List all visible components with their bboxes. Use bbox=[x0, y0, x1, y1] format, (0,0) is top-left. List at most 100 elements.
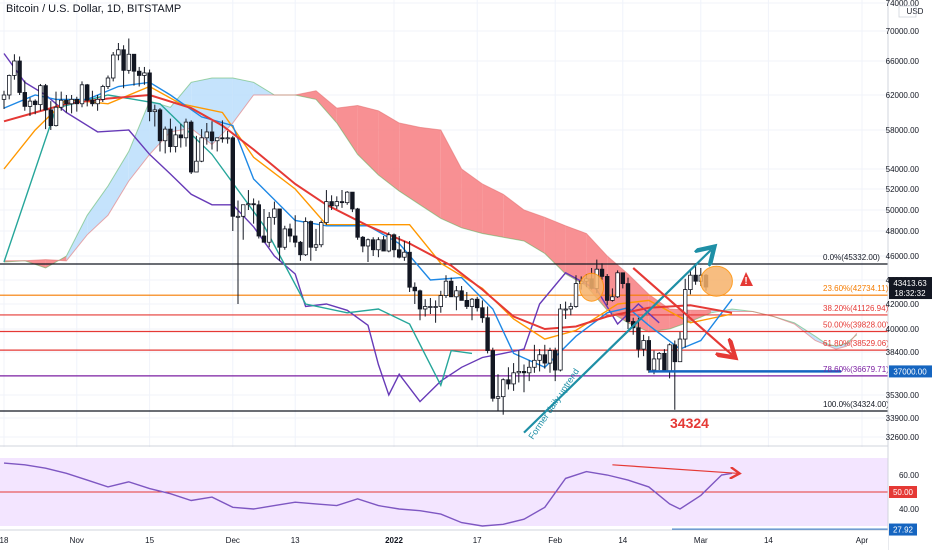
cloud-segment bbox=[503, 194, 524, 241]
cloud-segment bbox=[565, 225, 587, 286]
candle-body bbox=[53, 106, 59, 127]
candle-body bbox=[610, 296, 615, 301]
candle-body bbox=[38, 85, 43, 106]
fib-label: 50.00%(39828.00) bbox=[823, 320, 889, 329]
cloud-segment bbox=[108, 151, 129, 216]
candle-body bbox=[563, 308, 568, 311]
time-axis[interactable]: 18 Nov 15 Dec 13 2022 17 Feb 14 Mar 14 Apr bbox=[0, 529, 888, 550]
candle-body bbox=[199, 137, 204, 162]
candle-body bbox=[422, 306, 428, 310]
senkou-b-line bbox=[4, 90, 858, 350]
price-axis[interactable]: 74000.00 70000.00 66000.00 62000.00 58000.00… bbox=[886, 0, 932, 550]
candle-body bbox=[277, 208, 282, 248]
rsi-tick-label: 40.00 bbox=[899, 505, 920, 514]
candle-body bbox=[261, 235, 267, 243]
candle-body bbox=[168, 128, 173, 147]
fib-label: 0.0%(45332.00) bbox=[823, 253, 880, 262]
candle-body bbox=[142, 72, 147, 76]
time-tick-label: Feb bbox=[548, 536, 562, 545]
candle-body bbox=[266, 216, 272, 243]
candle-body bbox=[183, 121, 189, 139]
candle-body bbox=[625, 283, 631, 322]
cloud-segment bbox=[690, 310, 712, 322]
candle-body bbox=[527, 366, 532, 374]
price-tick-label: 58000.00 bbox=[886, 126, 920, 135]
indicator-lines bbox=[3, 53, 733, 403]
candle-body bbox=[147, 72, 152, 113]
candle-body bbox=[292, 235, 298, 243]
candle-body bbox=[22, 92, 27, 107]
cloud-segment bbox=[87, 186, 108, 235]
candle-body bbox=[272, 208, 277, 218]
candle-body bbox=[178, 134, 183, 139]
candle-body bbox=[256, 204, 261, 237]
candle-body bbox=[116, 49, 121, 56]
candle-body bbox=[303, 221, 308, 256]
candle-body bbox=[350, 191, 355, 210]
candle-body bbox=[667, 344, 672, 372]
candle-body bbox=[641, 340, 646, 350]
candle-body bbox=[74, 98, 79, 105]
price-tick-label: 70000.00 bbox=[886, 27, 920, 36]
rsi-current-tag bbox=[889, 523, 917, 536]
candle-body bbox=[298, 241, 303, 256]
cloud-segment bbox=[836, 343, 847, 350]
candle-body bbox=[615, 272, 620, 298]
candle-body bbox=[251, 203, 256, 206]
candle-body bbox=[214, 137, 220, 142]
time-tick-label: Apr bbox=[856, 536, 869, 545]
candle-body bbox=[620, 272, 625, 284]
candle-body bbox=[173, 134, 178, 147]
time-tick-label: 14 bbox=[764, 536, 773, 545]
candle-body bbox=[480, 307, 485, 319]
axis-background bbox=[888, 0, 932, 550]
candle-body bbox=[1, 94, 7, 100]
fibonacci-levels[interactable] bbox=[0, 263, 888, 412]
fib-label: 38.20%(41126.94) bbox=[823, 304, 889, 313]
candle-body bbox=[324, 201, 329, 224]
cloud-segment bbox=[628, 274, 649, 332]
candle-body bbox=[376, 239, 381, 251]
time-tick-label: 13 bbox=[291, 536, 300, 545]
candle-body bbox=[636, 327, 641, 350]
low-price-label: 34324 bbox=[670, 415, 709, 431]
cloud-segment bbox=[316, 90, 337, 123]
candle-body bbox=[12, 60, 17, 76]
candle-body bbox=[573, 283, 579, 307]
candle-body bbox=[121, 49, 126, 71]
candle-body bbox=[188, 121, 194, 173]
current-price-tag bbox=[889, 277, 932, 300]
time-tick-label: 17 bbox=[473, 536, 482, 545]
candle-body bbox=[428, 306, 433, 308]
candle-body bbox=[568, 306, 573, 310]
candle-body bbox=[220, 137, 225, 140]
warning-mark: ! bbox=[744, 276, 747, 287]
trend-drawings[interactable]: ! 34324 Former daily uptrend bbox=[523, 250, 842, 441]
cloud-segment bbox=[232, 78, 254, 123]
candle-body bbox=[532, 359, 537, 368]
candle-body bbox=[651, 358, 657, 371]
candle-body bbox=[454, 290, 459, 298]
price-tick-label: 50000.00 bbox=[886, 206, 920, 215]
candle-body bbox=[79, 84, 85, 105]
ema-line bbox=[3, 93, 733, 331]
candle-body bbox=[448, 280, 454, 298]
price-tick-label: 52000.00 bbox=[886, 185, 920, 194]
candle-body bbox=[599, 268, 605, 277]
time-tick-label: Mar bbox=[694, 536, 708, 545]
rsi-line bbox=[3, 462, 733, 527]
current-price-value: 43413.63 bbox=[893, 279, 927, 288]
cloud-segment bbox=[357, 105, 379, 175]
fib-label: 23.60%(42734.11) bbox=[823, 284, 889, 293]
cloud-segment bbox=[482, 184, 504, 238]
rsi-divergence-arrow bbox=[612, 464, 737, 474]
candle-body bbox=[516, 371, 521, 374]
candle-body bbox=[677, 338, 683, 363]
candle-body bbox=[329, 201, 334, 207]
candle-body bbox=[85, 84, 90, 101]
countdown-value: 18:32:32 bbox=[894, 289, 926, 298]
time-tick-label: 2022 bbox=[385, 536, 403, 545]
price-tick-label: 40000.00 bbox=[886, 325, 920, 334]
candle-body bbox=[558, 308, 563, 371]
